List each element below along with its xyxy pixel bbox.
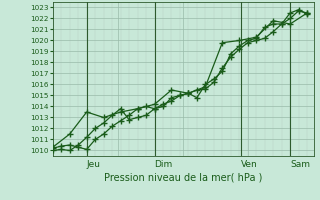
X-axis label: Pression niveau de la mer( hPa ): Pression niveau de la mer( hPa ): [104, 173, 262, 183]
Text: Dim: Dim: [155, 160, 173, 169]
Text: Ven: Ven: [241, 160, 257, 169]
Text: Jeu: Jeu: [87, 160, 101, 169]
Text: Sam: Sam: [290, 160, 310, 169]
